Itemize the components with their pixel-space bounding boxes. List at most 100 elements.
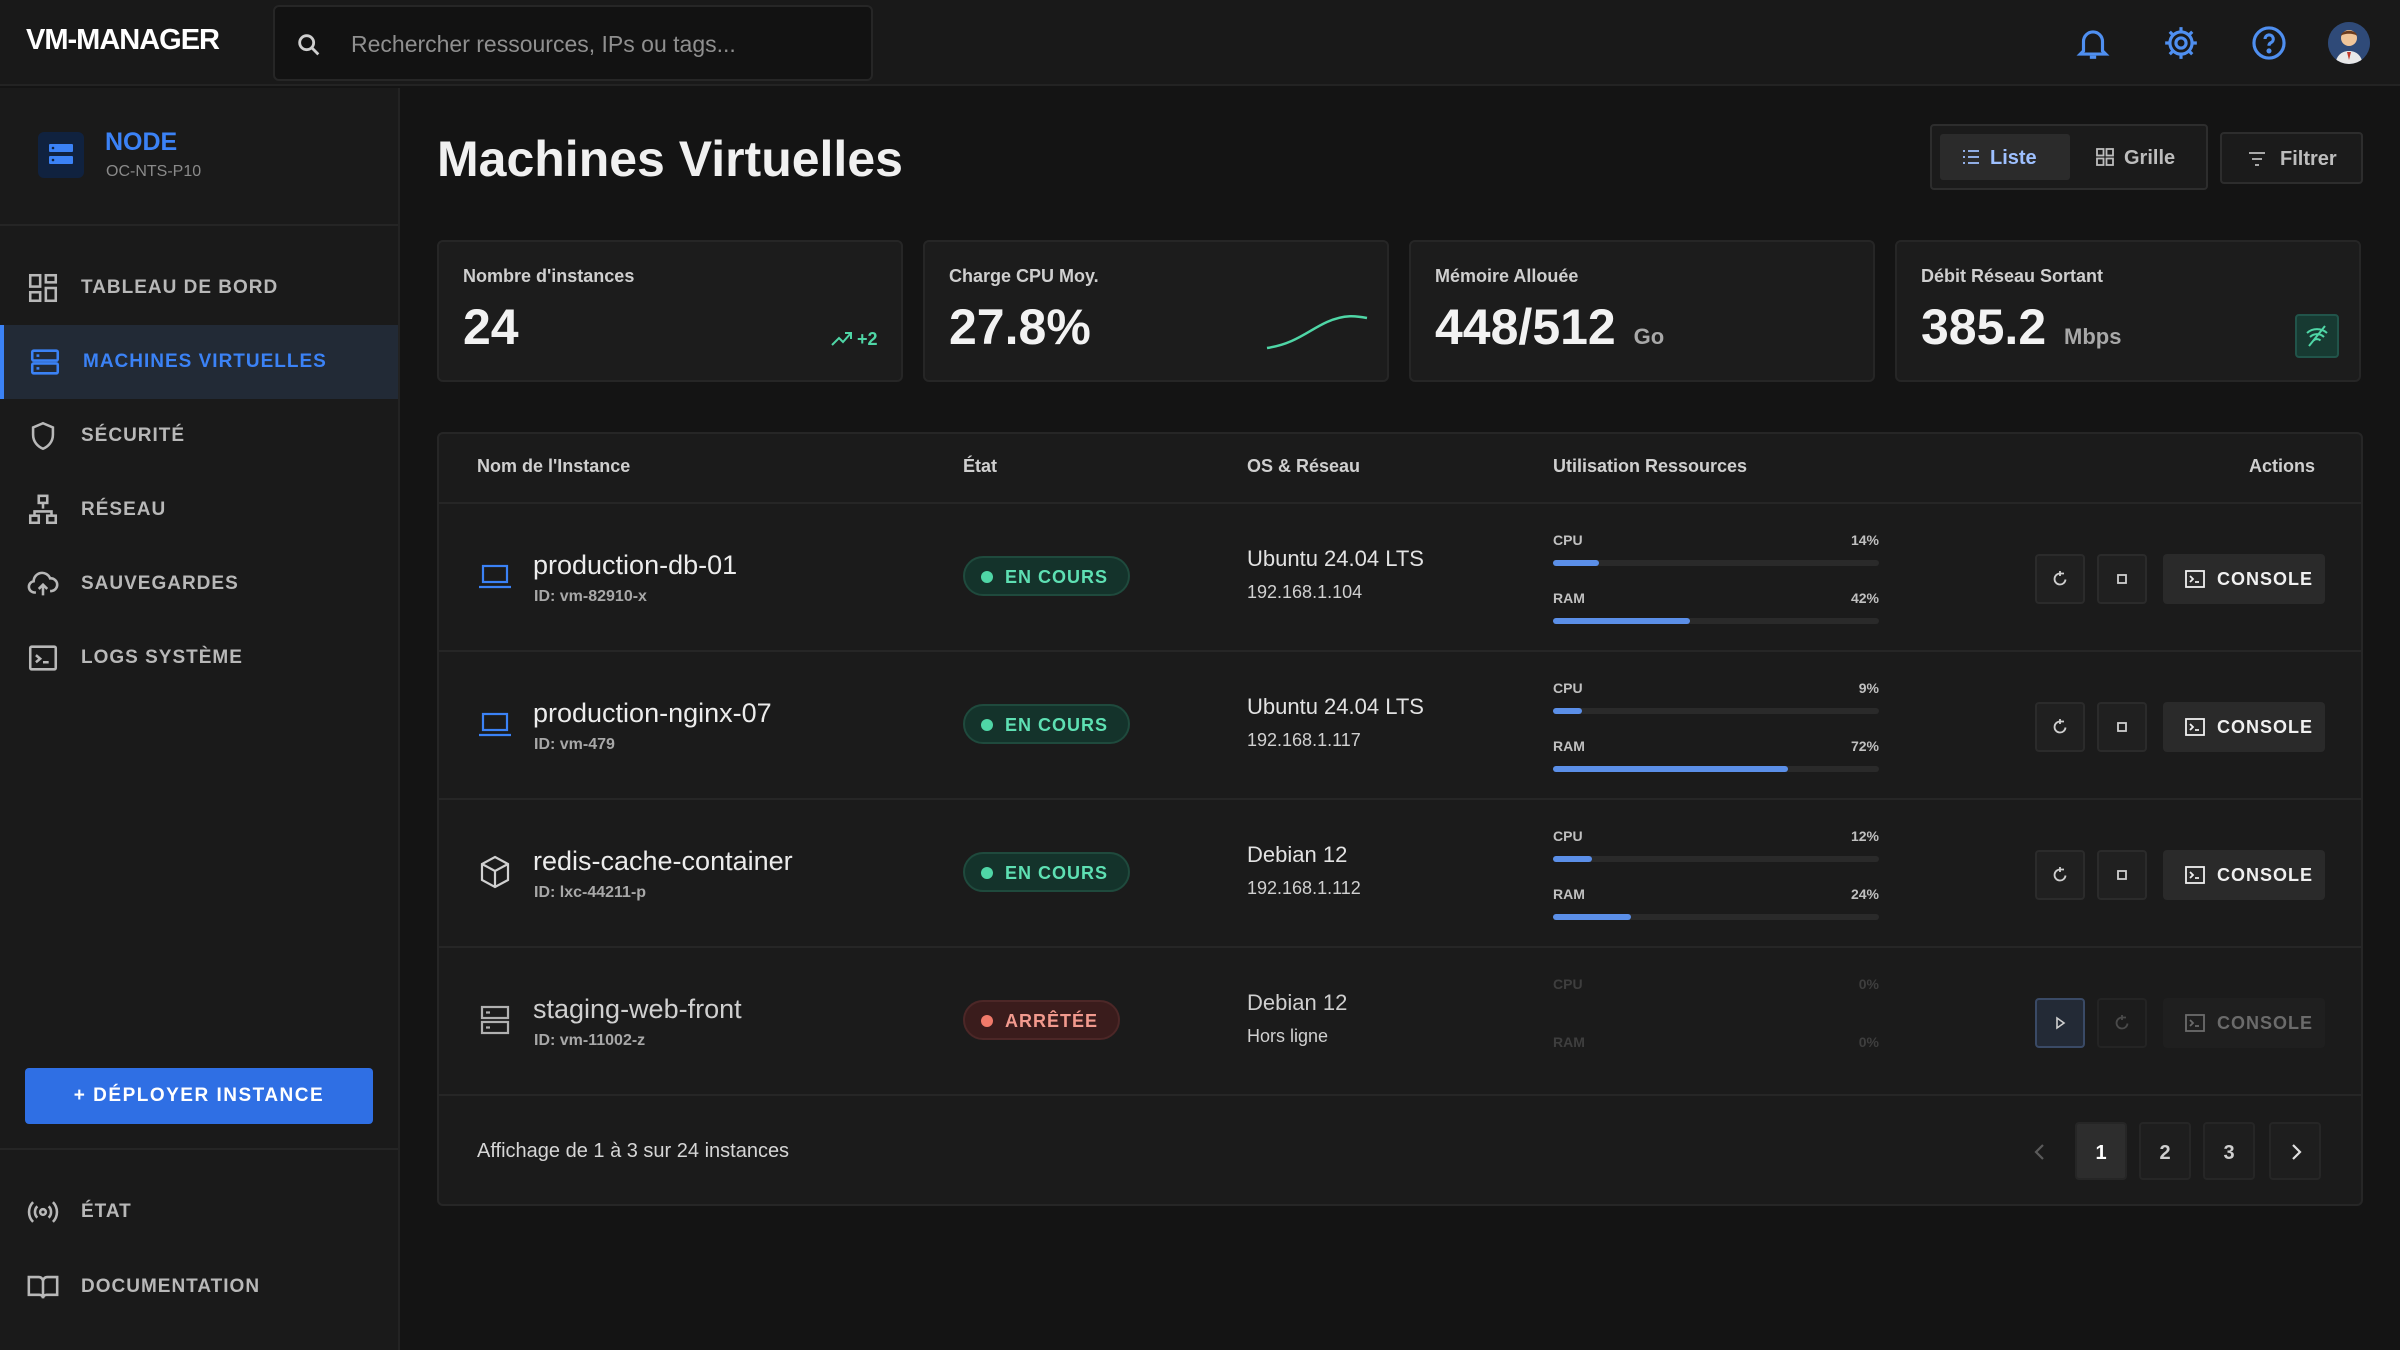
console-button[interactable]: CONSOLE <box>2163 554 2325 604</box>
help-icon[interactable] <box>2250 24 2288 62</box>
network-badge <box>2295 314 2339 358</box>
sidebar-item-system-logs[interactable]: LOGS SYSTÈME <box>0 621 398 695</box>
ip-address: 192.168.1.112 <box>1247 878 1361 898</box>
sidebar-item-security[interactable]: SÉCURITÉ <box>0 399 398 473</box>
restart-icon <box>2053 867 2067 882</box>
view-grid-button[interactable]: Grille <box>2074 134 2202 180</box>
os-name: Ubuntu 24.04 LTS <box>1247 694 1424 719</box>
restart-button[interactable] <box>2035 702 2085 752</box>
status-badge: EN COURS <box>963 852 1131 892</box>
restart-button[interactable] <box>2035 850 2085 900</box>
shield-icon <box>31 421 55 451</box>
page-1-button[interactable]: 1 <box>2075 1122 2127 1180</box>
restart-button[interactable] <box>2035 554 2085 604</box>
sidebar-item-status[interactable]: ÉTAT <box>0 1175 398 1249</box>
console-button[interactable]: CONSOLE <box>2163 702 2325 752</box>
status-badge: ARRÊTÉE <box>963 1000 1121 1040</box>
page-2-button[interactable]: 2 <box>2139 1122 2191 1180</box>
search-icon <box>298 34 320 56</box>
app-logo[interactable]: VM-MANAGER <box>26 24 220 56</box>
status-label: EN COURS <box>1005 715 1109 735</box>
stat-value-wrapper: 385.2 Mbps <box>1921 298 2121 356</box>
table-row[interactable]: production-nginx-07 ID: vm-479 EN COURS … <box>439 652 2361 800</box>
status-badge: EN COURS <box>963 556 1131 596</box>
trend-up-icon <box>831 332 852 346</box>
stat-label: Mémoire Allouée <box>1435 266 1579 286</box>
instance-name[interactable]: redis-cache-container <box>533 846 793 876</box>
ram-percent: 0% <box>1858 1034 1879 1050</box>
status-label: ARRÊTÉE <box>1005 1011 1099 1031</box>
table-row[interactable]: redis-cache-container ID: lxc-44211-p EN… <box>439 800 2361 948</box>
ram-bar <box>1553 766 1879 772</box>
stat-value-wrapper: 448/512 Go <box>1435 298 1664 356</box>
deploy-instance-button[interactable]: + DÉPLOYER INSTANCE <box>25 1068 373 1124</box>
table-row[interactable]: staging-web-front ID: vm-11002-z ARRÊTÉE… <box>439 948 2361 1096</box>
cpu-percent: 14% <box>1850 532 1879 548</box>
terminal-icon <box>2185 570 2205 588</box>
sidebar-item-backups[interactable]: SAUVEGARDES <box>0 547 398 621</box>
instance-name[interactable]: production-nginx-07 <box>533 698 772 728</box>
cpu-label: CPU <box>1553 976 1583 992</box>
terminal-icon <box>2185 718 2205 736</box>
prev-page-button[interactable] <box>2013 1122 2065 1180</box>
sidebar-item-network[interactable]: RÉSEAU <box>0 473 398 547</box>
search-box[interactable] <box>273 5 873 81</box>
column-header-name[interactable]: Nom de l'Instance <box>477 456 631 476</box>
instance-id: ID: vm-11002-z <box>534 1032 646 1049</box>
view-list-button[interactable]: Liste <box>1940 134 2070 180</box>
cpu-sparkline <box>1266 315 1368 350</box>
cpu-percent: 0% <box>1858 976 1879 992</box>
laptop-icon <box>479 712 511 737</box>
play-icon <box>2056 1016 2066 1030</box>
filter-label: Filtrer <box>2280 148 2337 170</box>
search-input[interactable] <box>351 19 851 69</box>
list-icon <box>1963 150 1979 164</box>
table-row[interactable]: production-db-01 ID: vm-82910-x EN COURS… <box>439 504 2361 652</box>
ram-bar-fill <box>1553 618 1690 624</box>
sidebar-item-documentation[interactable]: DOCUMENTATION <box>0 1250 398 1324</box>
page-title: Machines Virtuelles <box>437 131 903 187</box>
stat-value: 385.2 <box>1921 299 2047 355</box>
column-header-os[interactable]: OS & Réseau <box>1247 456 1361 476</box>
status-dot <box>981 867 993 879</box>
avatar-icon <box>2328 22 2370 64</box>
book-icon <box>27 1275 59 1299</box>
start-button[interactable] <box>2035 998 2085 1048</box>
server-icon <box>480 1005 510 1035</box>
ram-bar <box>1553 914 1879 920</box>
view-grid-label: Grille <box>2124 147 2176 169</box>
chevron-left-icon <box>2034 1144 2044 1160</box>
ram-bar <box>1553 618 1879 624</box>
stop-button[interactable] <box>2097 702 2147 752</box>
instance-name[interactable]: staging-web-front <box>533 994 742 1024</box>
page-3-button[interactable]: 3 <box>2203 1122 2255 1180</box>
next-page-button[interactable] <box>2269 1122 2321 1180</box>
column-header-state[interactable]: État <box>963 456 998 476</box>
user-avatar[interactable] <box>2328 22 2370 64</box>
gear-icon[interactable] <box>2162 24 2200 62</box>
console-label: CONSOLE <box>2217 1013 2314 1033</box>
node-header[interactable]: NODE OC-NTS-P10 <box>0 88 398 226</box>
column-header-resources[interactable]: Utilisation Ressources <box>1553 456 1748 476</box>
sidebar-item-virtual-machines[interactable]: MACHINES VIRTUELLES <box>0 325 398 399</box>
ram-bar-fill <box>1553 766 1788 772</box>
instance-name[interactable]: production-db-01 <box>533 550 738 580</box>
instances-table: Nom de l'Instance État OS & Réseau Utili… <box>437 432 2363 1206</box>
cpu-label: CPU <box>1553 532 1583 548</box>
cpu-bar-fill <box>1553 560 1599 566</box>
bell-icon[interactable] <box>2074 24 2112 62</box>
stop-button[interactable] <box>2097 554 2147 604</box>
filter-button[interactable]: Filtrer <box>2220 132 2363 184</box>
os-name: Debian 12 <box>1247 990 1348 1015</box>
sidebar-item-dashboard[interactable]: TABLEAU DE BORD <box>0 251 398 325</box>
stop-button[interactable] <box>2097 850 2147 900</box>
sidebar-item-label: SAUVEGARDES <box>81 573 239 594</box>
stat-card-memory: Mémoire Allouée 448/512 Go <box>1409 240 1875 382</box>
sidebar-item-label: LOGS SYSTÈME <box>81 647 243 668</box>
status-label: EN COURS <box>1005 863 1109 883</box>
console-button[interactable]: CONSOLE <box>2163 850 2325 900</box>
sidebar-item-label: TABLEAU DE BORD <box>81 277 279 298</box>
console-label: CONSOLE <box>2217 717 2314 737</box>
status-dot <box>981 571 993 583</box>
ram-label: RAM <box>1553 738 1585 754</box>
